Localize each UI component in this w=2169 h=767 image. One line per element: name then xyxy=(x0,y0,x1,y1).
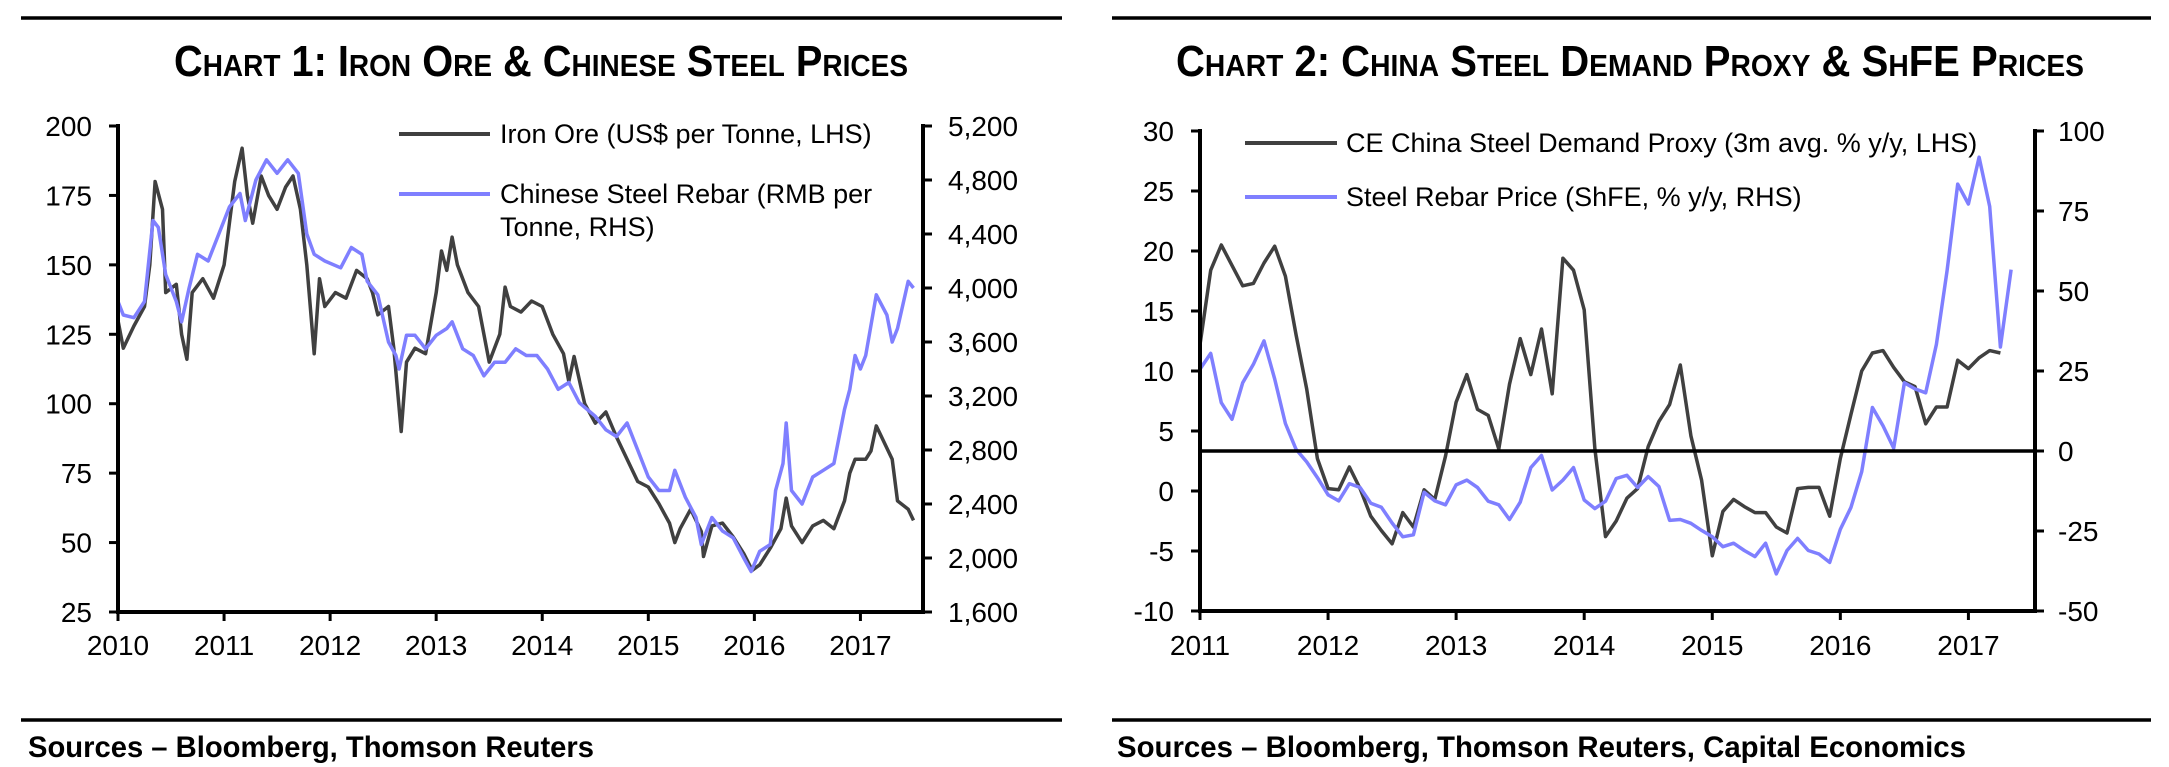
left-y-tick-label: 5 xyxy=(1158,416,1174,447)
series-line-blue xyxy=(1198,155,2013,576)
left-y-tick-label: 20 xyxy=(1143,236,1174,267)
chart-1-plot: 25 50 75 100 125 150 175 200 1,600 2,000 2,400 2,80… xyxy=(45,111,1018,661)
right-y-tick-label: 3,200 xyxy=(948,381,1018,412)
chart-2-source: Sources – Bloomberg, Thomson Reuters, Ca… xyxy=(1117,731,1966,764)
left-y-tick-label: 75 xyxy=(61,458,92,489)
right-y-tick-label: 1,600 xyxy=(948,597,1018,628)
left-y-tick-label: 125 xyxy=(45,319,92,350)
left-y-tick-label: 10 xyxy=(1143,356,1174,387)
right-y-tick-label: 75 xyxy=(2058,196,2089,227)
legend-label-iron-ore: Iron Ore (US$ per Tonne, LHS) xyxy=(500,119,872,149)
right-y-tick-label: 3,600 xyxy=(948,327,1018,358)
left-y-tick-label: 25 xyxy=(1143,176,1174,207)
chart-1-legend: Iron Ore (US$ per Tonne, LHS) Chinese St… xyxy=(399,119,872,242)
right-y-tick-label: 2,800 xyxy=(948,435,1018,466)
x-tick-label: 2014 xyxy=(511,630,573,661)
legend-label-demand-proxy: CE China Steel Demand Proxy (3m avg. % y… xyxy=(1346,128,1977,158)
left-y-tick-label: 0 xyxy=(1158,476,1174,507)
left-y-tick-label: -5 xyxy=(1149,536,1174,567)
x-tick-label: 2016 xyxy=(723,630,785,661)
x-tick-label: 2015 xyxy=(617,630,679,661)
x-tick-label: 2010 xyxy=(87,630,149,661)
left-y-tick-label: 100 xyxy=(45,389,92,420)
chart-1-title: Chart 1: Iron Ore & Chinese Steel Prices xyxy=(174,37,908,86)
chart-1-source: Sources – Bloomberg, Thomson Reuters xyxy=(28,731,594,764)
x-tick-label: 2016 xyxy=(1809,630,1871,661)
left-y-tick-label: 150 xyxy=(45,250,92,281)
chart-2-title: Chart 2: China Steel Demand Proxy & ShFE… xyxy=(1176,37,2084,86)
series-line-dark xyxy=(116,146,916,573)
left-y-tick-label: 30 xyxy=(1143,116,1174,147)
chart-2-legend: CE China Steel Demand Proxy (3m avg. % y… xyxy=(1245,128,1977,212)
right-y-tick-label: -50 xyxy=(2058,596,2098,627)
right-y-tick-label: 5,200 xyxy=(948,111,1018,142)
right-y-tick-label: 4,800 xyxy=(948,165,1018,196)
legend-label-rebar-line-2: Tonne, RHS) xyxy=(500,212,655,242)
left-y-tick-label: 200 xyxy=(45,111,92,142)
left-y-tick-label: 175 xyxy=(45,180,92,211)
left-y-tick-label: 25 xyxy=(61,597,92,628)
right-y-tick-label: 0 xyxy=(2058,436,2074,467)
x-tick-label: 2011 xyxy=(194,630,254,661)
right-y-tick-label: 4,400 xyxy=(948,219,1018,250)
legend-label-rebar-line-1: Chinese Steel Rebar (RMB per xyxy=(500,179,872,209)
left-y-tick-label: -10 xyxy=(1134,596,1174,627)
x-tick-label: 2012 xyxy=(299,630,361,661)
x-tick-label: 2014 xyxy=(1553,630,1615,661)
x-tick-label: 2017 xyxy=(1937,630,1999,661)
left-y-tick-label: 50 xyxy=(61,528,92,559)
x-tick-label: 2013 xyxy=(1425,630,1487,661)
right-y-tick-label: 2,400 xyxy=(948,489,1018,520)
right-y-tick-label: 4,000 xyxy=(948,273,1018,304)
series-line-dark xyxy=(1198,243,2001,558)
left-y-tick-label: 15 xyxy=(1143,296,1174,327)
right-y-tick-label: 25 xyxy=(2058,356,2089,387)
x-tick-label: 2011 xyxy=(1170,630,1230,661)
x-tick-label: 2015 xyxy=(1681,630,1743,661)
right-y-tick-label: -25 xyxy=(2058,516,2098,547)
x-tick-label: 2013 xyxy=(405,630,467,661)
x-tick-label: 2017 xyxy=(829,630,891,661)
legend-label-rebar-shfe: Steel Rebar Price (ShFE, % y/y, RHS) xyxy=(1346,182,1802,212)
chart-2: Chart 2: China Steel Demand Proxy & ShFE… xyxy=(1112,16,2151,764)
right-y-tick-label: 50 xyxy=(2058,276,2089,307)
series-line-blue xyxy=(116,158,915,574)
right-y-tick-label: 2,000 xyxy=(948,543,1018,574)
right-y-tick-label: 100 xyxy=(2058,116,2105,147)
chart-1: Chart 1: Iron Ore & Chinese Steel Prices… xyxy=(21,16,1062,764)
x-tick-label: 2012 xyxy=(1297,630,1359,661)
